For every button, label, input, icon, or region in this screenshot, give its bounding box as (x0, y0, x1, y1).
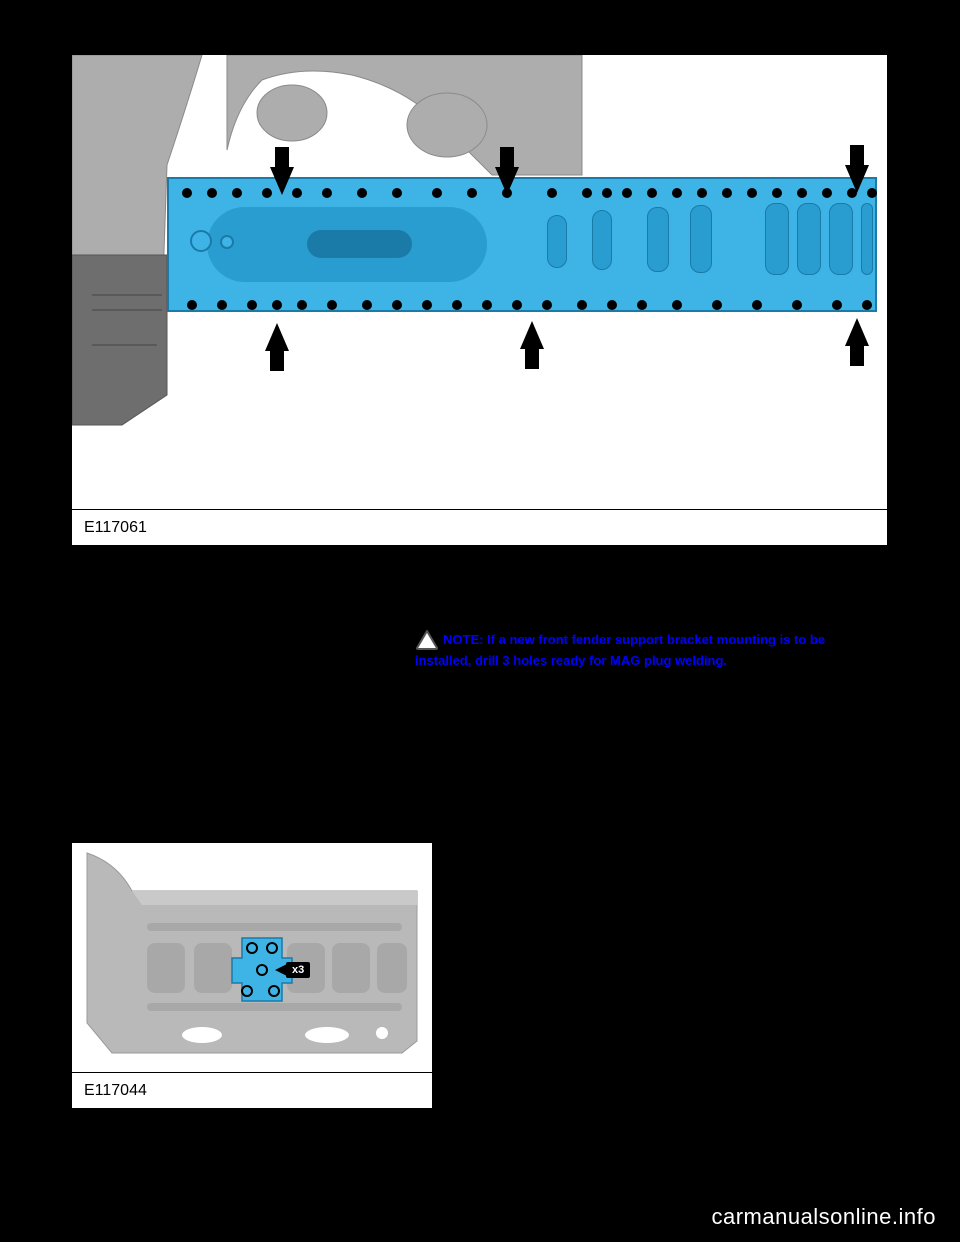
figure-label: E117061 (84, 519, 147, 537)
weld-dot (467, 188, 477, 198)
note-line1: If a new front fender support bracket mo… (487, 632, 825, 647)
weld-dot (722, 188, 732, 198)
weld-dot (602, 188, 612, 198)
weld-dot (422, 300, 432, 310)
weld-dot (792, 300, 802, 310)
weld-dot (392, 188, 402, 198)
weld-dot (392, 300, 402, 310)
weld-dot (207, 188, 217, 198)
figure-label-box: E117061 (72, 509, 887, 545)
arrow-indicator-icon (270, 167, 294, 195)
weld-dot (577, 300, 587, 310)
figure-label: E117044 (84, 1082, 147, 1100)
weld-dot (797, 188, 807, 198)
note-prefix: NOTE: If a new front fender support brac… (443, 632, 825, 647)
weld-dot (247, 300, 257, 310)
weld-dot (672, 188, 682, 198)
weld-dot (482, 300, 492, 310)
weld-dot (182, 188, 192, 198)
panel-slot (547, 215, 567, 268)
panel-hole (190, 230, 212, 252)
panel-slot (765, 203, 789, 275)
weld-dot (362, 300, 372, 310)
figure-small-content: x3 (72, 843, 432, 1073)
weld-dot (647, 188, 657, 198)
weld-dot (327, 300, 337, 310)
weld-dot (357, 188, 367, 198)
weld-dot (637, 300, 647, 310)
caution-triangle-icon (415, 629, 439, 651)
arrow-indicator-icon (495, 167, 519, 195)
panel-slot (647, 207, 669, 272)
panel-slot (829, 203, 853, 275)
figure-large: E117061 (72, 55, 887, 545)
figure-large-content (72, 55, 887, 509)
weld-dot (622, 188, 632, 198)
arrow-indicator-icon (265, 323, 289, 351)
weld-dot (452, 300, 462, 310)
weld-dot (322, 188, 332, 198)
weld-dot (697, 188, 707, 198)
weld-dot (772, 188, 782, 198)
panel-slot (797, 203, 821, 275)
weld-dot (832, 300, 842, 310)
weld-dot (272, 300, 282, 310)
watermark: carmanualsonline.info (711, 1204, 936, 1230)
weld-dot (547, 188, 557, 198)
arrow-indicator-icon (845, 318, 869, 346)
figure-small: x3 E117044 (72, 843, 432, 1108)
weld-dot (232, 188, 242, 198)
weld-dot (752, 300, 762, 310)
panel-slot (592, 210, 612, 270)
weld-dot (822, 188, 832, 198)
arrow-indicator-icon (520, 321, 544, 349)
weld-dot (512, 300, 522, 310)
floor-panel-center-oval (307, 230, 412, 258)
callout-label: x3 (286, 962, 310, 978)
weld-dot (747, 188, 757, 198)
weld-dot (862, 300, 872, 310)
weld-dot (217, 300, 227, 310)
note-line2: installed, drill 3 holes ready for MAG p… (415, 651, 885, 671)
arrow-indicator-icon (845, 165, 869, 193)
note-block: NOTE: If a new front fender support brac… (415, 629, 885, 671)
weld-dot (607, 300, 617, 310)
weld-dot (582, 188, 592, 198)
weld-dot (712, 300, 722, 310)
weld-dot (542, 300, 552, 310)
weld-dot (672, 300, 682, 310)
weld-dot (187, 300, 197, 310)
small-chassis-svg (72, 843, 432, 1073)
panel-slot (690, 205, 712, 273)
figure-label-box: E117044 (72, 1072, 432, 1108)
weld-dot (432, 188, 442, 198)
weld-dot (297, 300, 307, 310)
panel-hole (220, 235, 234, 249)
panel-slot (861, 203, 873, 275)
